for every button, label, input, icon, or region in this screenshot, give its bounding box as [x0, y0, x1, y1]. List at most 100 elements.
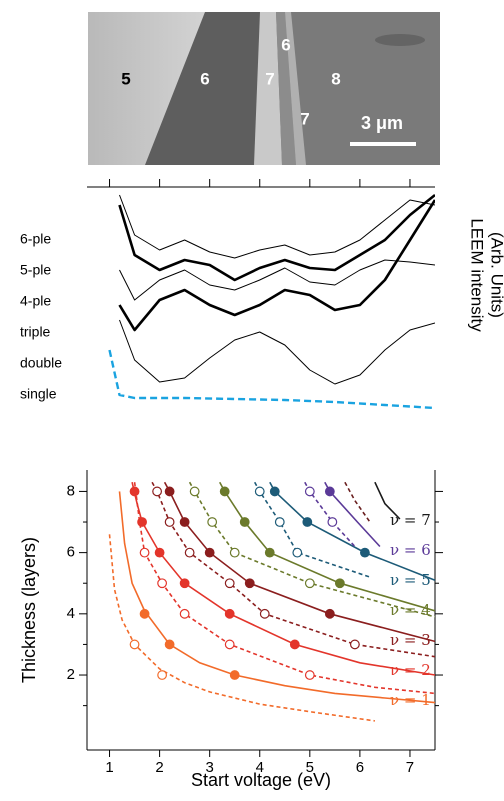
filled-point [137, 517, 147, 527]
open-point [304, 486, 315, 497]
thickness-curve [151, 481, 435, 658]
open-point [157, 670, 168, 680]
filled-point [324, 608, 335, 619]
open-point [129, 639, 140, 650]
open-point [152, 486, 163, 497]
curves [108, 481, 435, 722]
filled-point [324, 486, 335, 497]
intensity-curve [119, 194, 435, 259]
row-label: 6-ple [20, 231, 51, 247]
y-axis-label: (Arb. Units) [488, 232, 504, 318]
nu-label: ν = 5 [390, 571, 431, 589]
image-label: 7 [300, 109, 309, 128]
thickness-curve [253, 481, 371, 578]
filled-point [359, 547, 370, 558]
thickness-curve [108, 534, 376, 722]
image-spot [375, 34, 425, 46]
filled-point [244, 578, 255, 589]
image-label: 6 [200, 69, 209, 88]
intensity-curve [119, 259, 435, 301]
intensity-curve [118, 193, 435, 282]
leem-image: 5 6 7 6 8 7 3 μm [88, 12, 440, 165]
open-point [274, 517, 285, 527]
nu-label: ν = 6 [390, 541, 431, 559]
open-point [189, 486, 200, 497]
image-label: 7 [265, 69, 274, 88]
thickness-panel: 1 2 3 4 5 6 7 2 4 6 8 Start voltage (eV) Thickness (… [19, 470, 443, 790]
filled-point [219, 486, 230, 497]
region-6b [276, 12, 296, 165]
nu-label: ν = 7 [390, 511, 431, 529]
scale-bar-label: 3 μm [361, 113, 403, 133]
filled-point [239, 517, 250, 527]
open-point [224, 578, 235, 589]
open-point [157, 578, 168, 589]
filled-point [229, 670, 240, 680]
open-point [207, 517, 218, 527]
open-point [259, 608, 270, 619]
region-8 [258, 12, 440, 165]
region-7 [254, 12, 282, 165]
row-label: 4-ple [20, 293, 51, 309]
intensity-curve [118, 199, 435, 332]
x-tick-label: 2 [155, 759, 163, 776]
nu-label: ν = 1 [390, 691, 431, 709]
filled-point [269, 486, 280, 497]
x-tick-label: 6 [356, 759, 364, 776]
intensity-curve [119, 319, 435, 385]
row-label: double [20, 355, 62, 371]
filled-point [302, 517, 313, 527]
intensity-curve [108, 349, 435, 410]
x-tick-label: 7 [406, 759, 414, 776]
x-tick-label: 1 [105, 759, 113, 776]
row-label: single [20, 386, 57, 402]
open-point [224, 639, 235, 650]
filled-point [179, 578, 190, 589]
filled-point [164, 639, 175, 650]
open-point [139, 547, 150, 558]
thickness-curve [304, 481, 356, 548]
y-tick-label: 4 [67, 605, 75, 622]
open-point [304, 578, 315, 589]
x-tick-label: 3 [206, 759, 214, 776]
image-label: 5 [121, 69, 130, 88]
filled-point [224, 608, 235, 619]
row-label: 5-ple [20, 262, 51, 278]
open-point [349, 639, 360, 650]
open-point [292, 547, 303, 558]
region-7b [285, 12, 306, 165]
open-point [164, 517, 175, 527]
filled-point [179, 517, 190, 527]
y-axis-label: Thickness (layers) [19, 537, 39, 683]
region-6 [145, 12, 262, 165]
image-label: 8 [331, 69, 340, 88]
x-tick-label: 4 [256, 759, 264, 776]
filled-point [139, 608, 150, 619]
row-label: triple [20, 324, 51, 340]
y-tick-label: 8 [67, 482, 75, 499]
open-point [304, 670, 315, 680]
open-point [327, 517, 338, 527]
filled-point [129, 486, 140, 497]
image-label: 6 [281, 35, 290, 54]
filled-point [264, 547, 275, 558]
filled-point [334, 578, 345, 589]
filled-point [154, 547, 165, 558]
open-point [179, 608, 190, 619]
y-axis-label: LEEM intensity [468, 218, 487, 332]
x-axis-label: Start voltage (eV) [191, 770, 331, 790]
y-tick-label: 2 [67, 666, 75, 683]
thickness-curve [324, 481, 381, 548]
nu-label: ν = 2 [390, 661, 431, 679]
open-point [184, 547, 195, 558]
thickness-curve [133, 482, 435, 695]
intensity-panel: 6-ple 5-ple 4-ple triple double single LEEM in… [20, 179, 504, 410]
filled-point [204, 547, 215, 558]
curves [108, 193, 435, 410]
scale-bar [350, 142, 416, 146]
open-point [229, 547, 240, 558]
y-tick-label: 6 [67, 544, 75, 561]
x-tick-label: 5 [306, 759, 314, 776]
